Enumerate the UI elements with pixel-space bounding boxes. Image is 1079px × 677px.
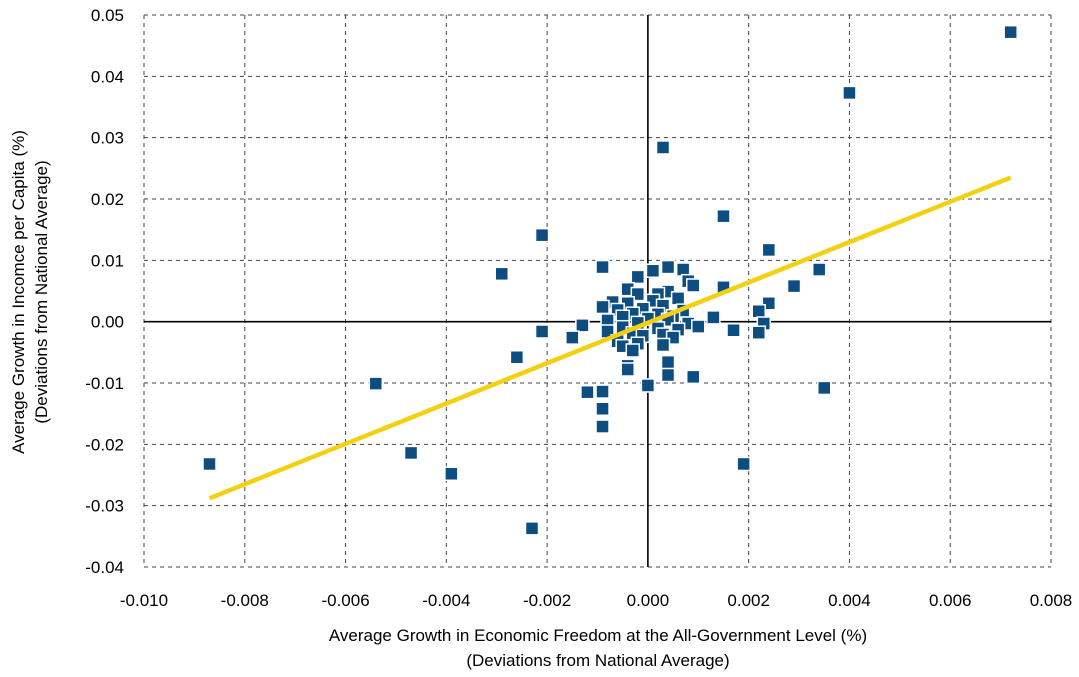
trendline <box>208 175 1012 501</box>
y-tick-labels: -0.04 -0.03 -0.02 -0.01 0.00 0.01 0.02 0.03 0.04… <box>85 6 124 577</box>
data-point <box>660 367 676 383</box>
data-point <box>368 376 384 391</box>
x-tick-label: 0.000 <box>627 591 670 610</box>
data-point <box>509 349 525 365</box>
data-point <box>761 242 777 258</box>
data-point <box>444 466 459 482</box>
data-point <box>534 227 550 243</box>
data-point <box>595 259 610 275</box>
data-point <box>736 456 751 472</box>
y-tick-label: 0.03 <box>91 129 124 148</box>
data-point <box>655 337 671 353</box>
y-tick-label: 0.02 <box>91 190 124 209</box>
data-point <box>786 278 802 294</box>
data-point <box>811 262 827 277</box>
data-point <box>1003 24 1018 40</box>
trendline-group <box>208 175 1012 501</box>
data-point <box>726 323 741 338</box>
y-tick-label: 0.01 <box>91 251 124 270</box>
y-axis-subtitle: (Deviations from National Average) <box>32 160 51 423</box>
data-point <box>625 343 641 358</box>
x-tick-label: 0.008 <box>1030 591 1073 610</box>
data-point <box>685 278 701 293</box>
x-tick-label: 0.006 <box>929 591 972 610</box>
data-point <box>595 401 610 417</box>
x-tick-label: 0.002 <box>727 591 770 610</box>
data-point <box>751 325 766 340</box>
data-point <box>575 318 590 333</box>
data-point <box>640 378 656 393</box>
data-point <box>534 324 550 339</box>
data-point <box>706 310 721 325</box>
data-point <box>645 263 661 279</box>
y-tick-label: -0.03 <box>85 497 124 516</box>
y-tick-label: -0.04 <box>85 558 124 577</box>
data-point <box>655 140 671 155</box>
data-point <box>565 330 580 345</box>
data-point <box>660 354 676 370</box>
data-point <box>595 384 610 399</box>
data-point <box>494 266 510 282</box>
data-point <box>751 303 766 319</box>
data-point <box>620 362 635 377</box>
data-point <box>691 319 706 334</box>
x-axis-title: Average Growth in Economic Freedom at th… <box>329 626 867 645</box>
y-axis-title: Average Growth in Incomce per Capita (%) <box>9 130 28 454</box>
data-point <box>595 299 610 315</box>
x-tick-label: 0.004 <box>828 591 871 610</box>
y-tick-label: 0.04 <box>91 67 124 86</box>
grid-lines <box>143 14 1052 568</box>
x-tick-label: -0.002 <box>523 591 571 610</box>
data-point <box>595 419 610 434</box>
data-point <box>685 369 701 385</box>
x-tick-label: -0.008 <box>221 591 269 610</box>
y-tick-label: -0.01 <box>85 374 124 393</box>
x-tick-label: -0.010 <box>120 591 168 610</box>
zero-axes <box>144 15 1051 567</box>
x-tick-label: -0.006 <box>321 591 369 610</box>
y-tick-label: 0.00 <box>91 313 124 332</box>
data-point <box>630 269 646 285</box>
data-point <box>580 384 595 400</box>
data-point <box>817 380 832 396</box>
data-point <box>660 259 676 275</box>
x-axis-subtitle: (Deviations from National Average) <box>466 651 729 670</box>
data-point <box>524 521 540 536</box>
data-point <box>202 456 217 472</box>
data-point <box>716 208 731 224</box>
data-points <box>202 24 1018 536</box>
x-tick-label: -0.004 <box>422 591 470 610</box>
y-tick-label: 0.05 <box>91 6 124 25</box>
y-tick-label: -0.02 <box>85 435 124 454</box>
x-tick-labels: -0.010 -0.008 -0.006 -0.004 -0.002 0.000 0.002… <box>120 591 1072 610</box>
data-point <box>842 85 857 101</box>
data-point <box>403 445 419 461</box>
data-point <box>670 291 686 306</box>
